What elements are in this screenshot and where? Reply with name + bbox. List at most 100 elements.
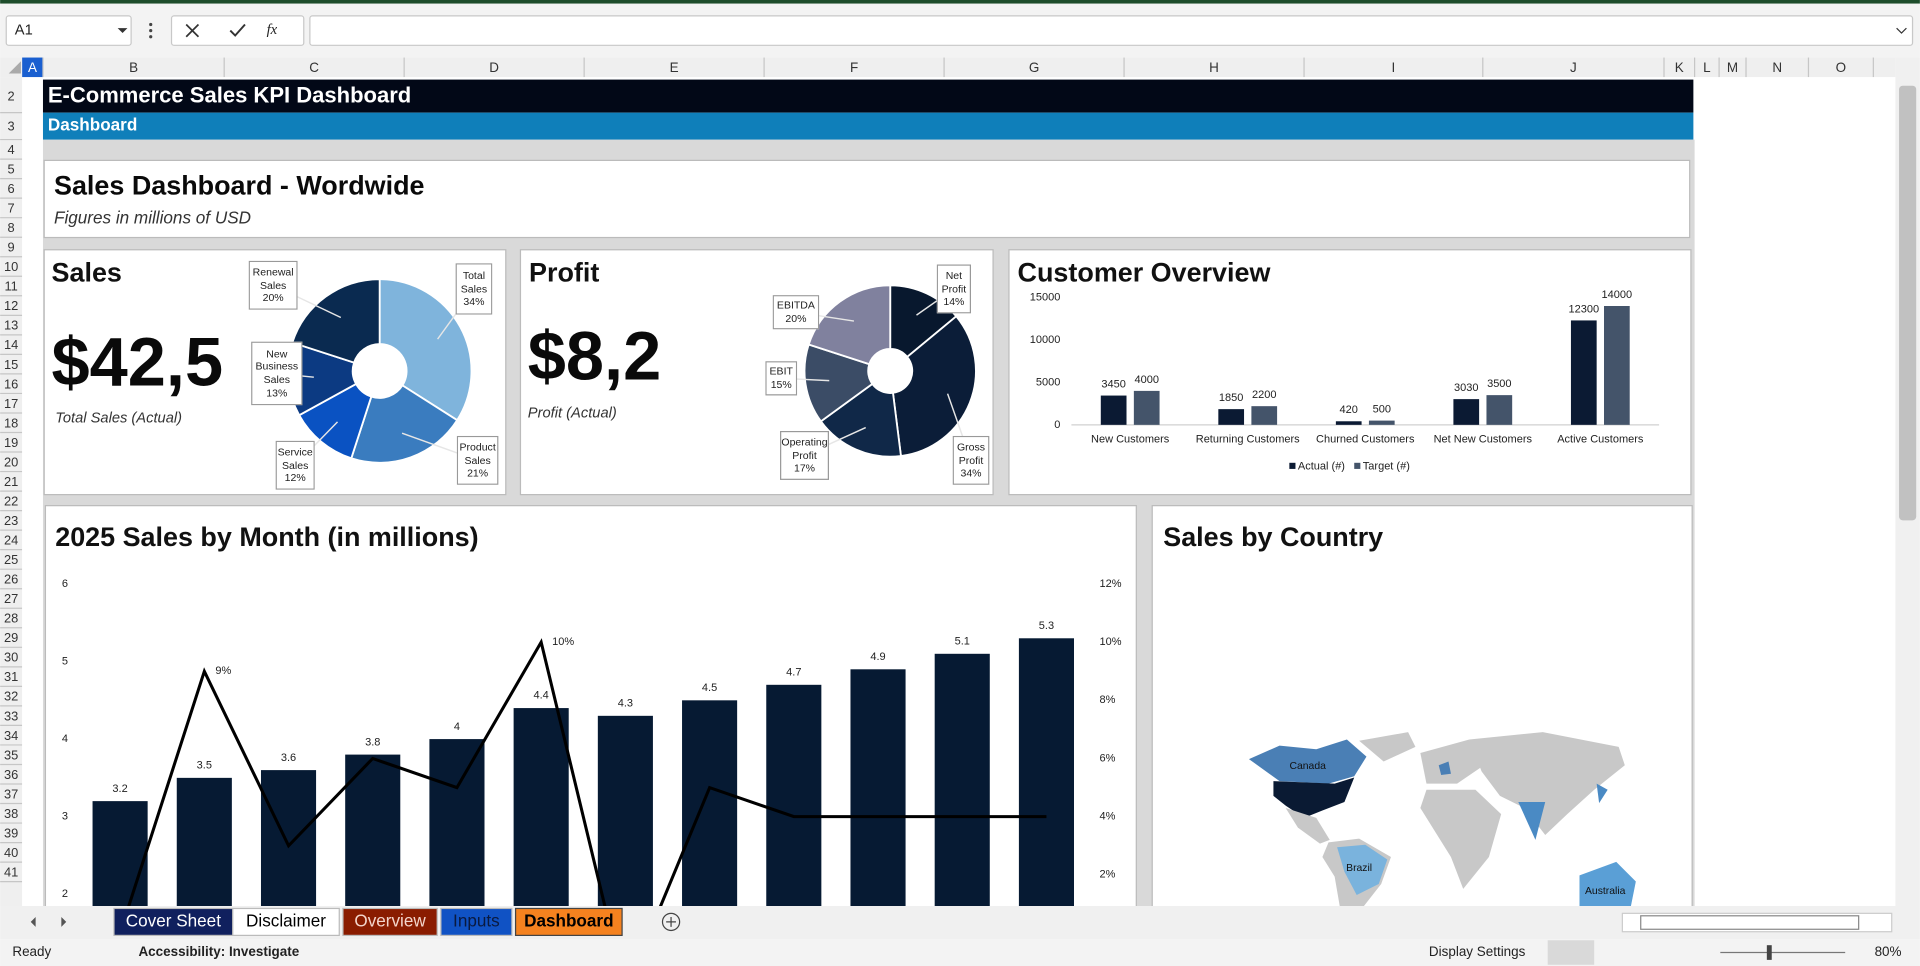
row-header[interactable]: 40 xyxy=(4,845,18,860)
display-settings[interactable]: Display Settings xyxy=(1429,944,1526,959)
row-header[interactable]: 8 xyxy=(8,220,15,235)
name-box[interactable] xyxy=(5,15,132,46)
column-header[interactable]: K xyxy=(1675,60,1684,75)
v-scroll-thumb[interactable] xyxy=(1899,85,1917,521)
h-scroll-thumb[interactable] xyxy=(1640,915,1860,930)
row-header[interactable]: 7 xyxy=(8,201,15,216)
row-header[interactable]: 3 xyxy=(8,119,15,134)
sheet-tab-label[interactable]: Cover Sheet xyxy=(126,910,221,930)
row-header[interactable]: 16 xyxy=(4,376,18,391)
x-tick-label: Churned Customers xyxy=(1316,433,1415,445)
column-header[interactable]: L xyxy=(1703,60,1711,75)
row-header[interactable]: 39 xyxy=(4,825,18,840)
row-header[interactable]: 5 xyxy=(8,161,15,176)
row-header[interactable]: 41 xyxy=(4,864,18,879)
column-header-bar xyxy=(0,57,1896,78)
row-header[interactable]: 18 xyxy=(4,415,18,430)
data-label: 2200 xyxy=(1252,389,1276,401)
row-header[interactable]: 28 xyxy=(4,611,18,626)
row-header[interactable]: 33 xyxy=(4,708,18,723)
sheet-tab[interactable] xyxy=(342,907,438,937)
column-header[interactable]: I xyxy=(1392,60,1396,75)
row-header[interactable]: 17 xyxy=(4,396,18,411)
data-label: Renewal Sales 20% xyxy=(248,260,298,310)
row-header[interactable]: 13 xyxy=(4,318,18,333)
row-header[interactable]: 6 xyxy=(8,181,15,196)
bar xyxy=(934,653,990,907)
expand-icon[interactable] xyxy=(1896,27,1907,34)
row-header[interactable]: 14 xyxy=(4,337,18,352)
row-header[interactable]: 19 xyxy=(4,435,18,450)
name-box-dropdown[interactable] xyxy=(117,28,128,34)
dot xyxy=(149,35,153,39)
brazil xyxy=(1337,844,1388,895)
sheet-tab[interactable] xyxy=(440,907,513,937)
row-header[interactable]: 36 xyxy=(4,767,18,782)
row-header[interactable]: 11 xyxy=(4,279,17,294)
add-sheet[interactable] xyxy=(661,912,681,932)
accessibility[interactable]: Accessibility: Investigate xyxy=(138,944,299,959)
sheet-tab[interactable] xyxy=(113,907,234,937)
percent-label: 17% xyxy=(793,462,816,475)
column-header[interactable]: G xyxy=(1029,60,1039,75)
row-header[interactable]: 26 xyxy=(4,572,18,587)
row-header[interactable]: 38 xyxy=(4,806,18,821)
column-header[interactable]: F xyxy=(850,60,858,75)
row-header[interactable]: 29 xyxy=(4,630,18,645)
row-header[interactable]: 4 xyxy=(8,142,15,157)
sheet-tab[interactable] xyxy=(232,907,340,937)
row-header[interactable]: 34 xyxy=(4,728,18,743)
row-header[interactable]: 31 xyxy=(4,669,18,684)
data-label: 4.9 xyxy=(870,651,885,663)
formula-input[interactable] xyxy=(309,15,1914,46)
row-header[interactable]: 37 xyxy=(4,786,18,801)
category-label: Net Profit xyxy=(941,269,967,295)
row-header[interactable]: 24 xyxy=(4,533,18,548)
normal-view[interactable] xyxy=(1547,940,1595,965)
cancel-icon[interactable] xyxy=(185,23,200,38)
row-header[interactable]: 12 xyxy=(4,298,18,313)
column-header[interactable]: H xyxy=(1209,60,1219,75)
column-header[interactable]: D xyxy=(489,60,499,75)
row-header[interactable]: 10 xyxy=(4,259,18,274)
row-header[interactable]: 35 xyxy=(4,747,18,762)
y-tick-label: 3 xyxy=(62,811,68,823)
data-label: Product Sales 21% xyxy=(456,435,499,485)
sheet-tab-label[interactable]: Dashboard xyxy=(524,910,613,930)
sheet-tab-label[interactable]: Overview xyxy=(354,910,426,930)
column-header[interactable]: B xyxy=(129,60,138,75)
column-header[interactable]: E xyxy=(670,60,679,75)
data-label: 3030 xyxy=(1454,382,1478,394)
row-header[interactable]: 23 xyxy=(4,513,18,528)
column-header[interactable]: A xyxy=(28,60,37,75)
function-icon[interactable]: fx xyxy=(267,22,278,38)
column-header[interactable]: N xyxy=(1772,60,1782,75)
column-header[interactable]: J xyxy=(1570,60,1577,75)
zoom-level[interactable]: 80% xyxy=(1875,944,1902,959)
select-all[interactable] xyxy=(8,61,21,74)
zoom-thumb[interactable] xyxy=(1766,945,1772,960)
bar xyxy=(1604,306,1630,425)
legend-swatch xyxy=(1289,462,1296,469)
sheet-tab-label[interactable]: Disclaimer xyxy=(246,910,326,930)
row-header[interactable]: 22 xyxy=(4,493,18,508)
row-header[interactable]: 25 xyxy=(4,552,18,567)
row-header[interactable]: 15 xyxy=(4,357,18,372)
row-header[interactable]: 20 xyxy=(4,454,18,469)
enter-icon[interactable] xyxy=(229,23,246,37)
data-label: 3450 xyxy=(1101,378,1125,390)
row-header[interactable]: 9 xyxy=(8,240,15,255)
sheet-tab[interactable] xyxy=(514,907,623,937)
header-band xyxy=(42,79,1694,113)
row-header[interactable]: 30 xyxy=(4,650,18,665)
row-header[interactable]: 27 xyxy=(4,591,18,606)
column-header[interactable]: M xyxy=(1727,60,1738,75)
data-label: 14000 xyxy=(1602,289,1633,301)
row-header[interactable]: 2 xyxy=(8,89,15,104)
column-header[interactable]: O xyxy=(1836,60,1846,75)
sheet-tab-label[interactable]: Inputs xyxy=(453,910,500,930)
row-header[interactable]: 32 xyxy=(4,689,18,704)
column-header[interactable]: C xyxy=(309,60,319,75)
row-header[interactable]: 21 xyxy=(4,474,18,489)
